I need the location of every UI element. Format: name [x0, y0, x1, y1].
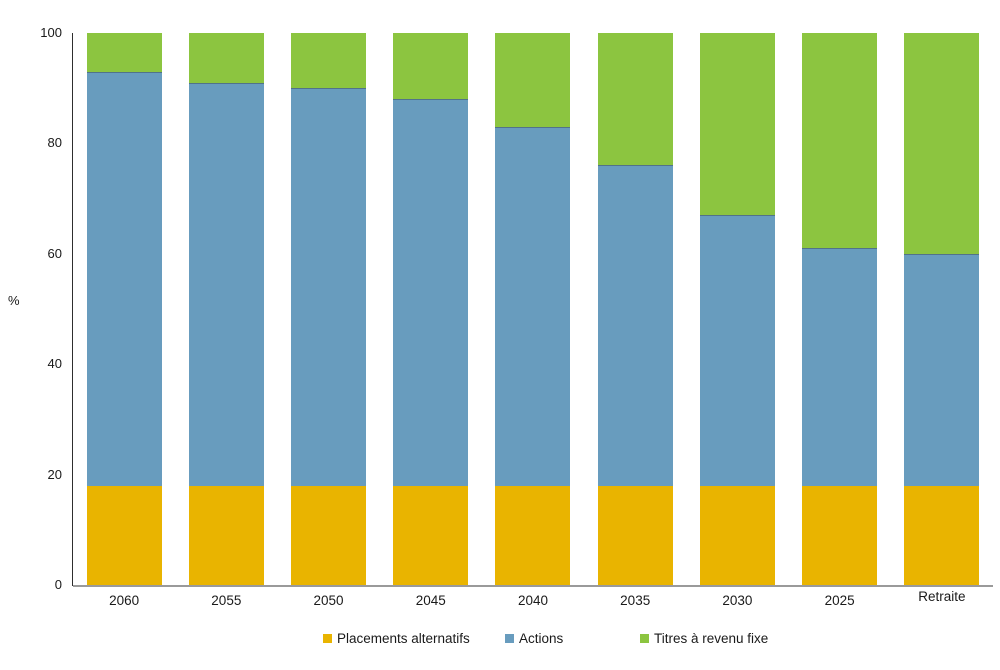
bar-slot: [482, 33, 584, 585]
y-tick-label: 100: [40, 25, 62, 40]
x-tick-label: 2045: [415, 593, 446, 608]
bar-slot: [73, 33, 175, 585]
segment-titres-a-revenu-fixe: [802, 33, 878, 249]
legend-swatch-icon: [640, 634, 649, 643]
legend-item-titres-a-revenu-fixe: Titres à revenu fixe: [640, 631, 768, 646]
bar-2035: [597, 33, 673, 585]
segment-titres-a-revenu-fixe: [904, 33, 980, 254]
segment-placements-alternatifs: [904, 485, 980, 585]
segment-placements-alternatifs: [597, 485, 673, 585]
segment-titres-a-revenu-fixe: [291, 33, 367, 89]
segment-actions: [495, 126, 571, 486]
x-tick-label: Retraite: [918, 589, 966, 604]
legend: Placements alternatifs Actions Titres à re…: [0, 631, 1000, 651]
bar-slot: [584, 33, 686, 585]
segment-actions: [86, 71, 162, 486]
y-tick-label: 0: [54, 577, 62, 592]
bar-slot: [891, 33, 993, 585]
segment-titres-a-revenu-fixe: [495, 33, 571, 127]
segment-placements-alternatifs: [802, 485, 878, 585]
x-tick-label: 2040: [517, 593, 548, 608]
x-tick-label: 2050: [313, 593, 344, 608]
y-tick-label: 20: [47, 466, 62, 482]
segment-placements-alternatifs: [495, 485, 571, 585]
segment-placements-alternatifs: [699, 485, 775, 585]
segment-actions: [699, 215, 775, 486]
segment-titres-a-revenu-fixe: [86, 33, 162, 72]
legend-swatch-icon: [505, 634, 514, 643]
legend-label: Titres à revenu fixe: [654, 631, 769, 646]
segment-titres-a-revenu-fixe: [393, 33, 469, 100]
legend-label: Placements alternatifs: [337, 631, 470, 646]
bar-2040: [495, 33, 571, 585]
y-axis-line: [71, 33, 73, 586]
bar-retraite: [904, 33, 980, 585]
segment-titres-a-revenu-fixe: [699, 33, 775, 216]
bar-2055: [188, 33, 264, 585]
segment-placements-alternatifs: [188, 485, 264, 585]
segment-actions: [597, 165, 673, 486]
x-axis-labels: 2060 2055 2050 2045 2040 2035 2030 2025 Retraite: [73, 589, 993, 608]
segment-actions: [904, 253, 980, 486]
x-tick-label: 2035: [620, 593, 651, 608]
segment-placements-alternatifs: [393, 485, 469, 585]
bar-2025: [802, 33, 878, 585]
segment-actions: [188, 82, 264, 486]
y-tick-label: 60: [47, 245, 62, 261]
bar-2030: [699, 33, 775, 585]
bars-container: [73, 33, 993, 585]
bar-2045: [393, 33, 469, 585]
y-tick-label: 40: [47, 356, 62, 372]
legend-item-placements-alternatifs: Placements alternatifs: [323, 631, 470, 646]
legend-swatch-icon: [323, 634, 332, 643]
bar-slot: [686, 33, 788, 585]
y-tick-label: 80: [47, 135, 62, 151]
x-tick-label: 2055: [211, 593, 242, 608]
segment-actions: [802, 248, 878, 486]
plot-area: [71, 33, 993, 587]
segment-placements-alternatifs: [291, 485, 367, 585]
y-axis-ticks: 0 20 40 60 80 100: [0, 25, 62, 592]
segment-titres-a-revenu-fixe: [188, 33, 264, 83]
x-tick-label: 2060: [109, 593, 140, 608]
bar-2060: [86, 33, 162, 585]
x-tick-label: 2030: [722, 593, 753, 608]
y-axis-label: %: [8, 293, 20, 308]
bar-2050: [291, 33, 367, 585]
segment-actions: [291, 88, 367, 486]
bar-slot: [789, 33, 891, 585]
segment-titres-a-revenu-fixe: [597, 33, 673, 166]
segment-actions: [393, 99, 469, 486]
segment-placements-alternatifs: [86, 485, 162, 585]
bar-slot: [277, 33, 379, 585]
bar-slot: [175, 33, 277, 585]
x-axis-line: [73, 585, 993, 587]
legend-label: Actions: [519, 631, 564, 646]
x-tick-label: 2025: [824, 593, 855, 608]
bar-slot: [380, 33, 482, 585]
legend-item-actions: Actions: [505, 631, 563, 646]
